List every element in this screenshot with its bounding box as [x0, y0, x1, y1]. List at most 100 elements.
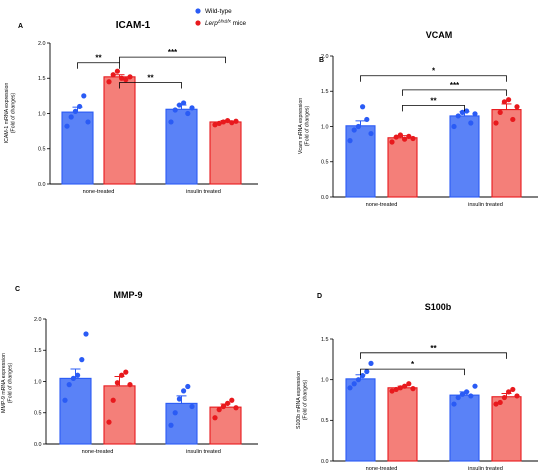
data-point	[172, 107, 178, 113]
significance-label: **	[430, 96, 437, 105]
panel-letter: D	[317, 293, 322, 300]
bar	[165, 402, 198, 445]
data-point	[468, 393, 474, 399]
bar	[345, 125, 376, 198]
data-point	[468, 120, 474, 126]
data-point	[406, 133, 412, 139]
data-point	[455, 394, 461, 401]
data-point	[459, 109, 465, 115]
data-point	[510, 386, 516, 393]
significance-label: *	[411, 360, 415, 369]
data-point	[185, 110, 191, 117]
data-point	[110, 397, 116, 403]
y-tick-label: 1.0	[321, 378, 329, 384]
y-tick-label: 0.0	[321, 459, 329, 465]
data-point	[464, 389, 470, 395]
data-point	[123, 369, 129, 375]
category-label: none-treated	[366, 466, 398, 472]
y-tick-label: 1.5	[321, 337, 329, 343]
category-label: none-treated	[82, 449, 114, 455]
data-point	[364, 368, 370, 375]
data-point	[83, 331, 89, 337]
data-point	[64, 123, 70, 129]
data-point	[355, 123, 361, 130]
y-tick-label: 0.0	[321, 195, 329, 201]
data-point	[189, 105, 195, 111]
category-label: none-treated	[83, 189, 115, 195]
data-point	[220, 119, 226, 125]
bar	[449, 115, 480, 198]
significance-bracket	[360, 352, 507, 359]
data-point	[168, 422, 174, 428]
data-point	[106, 419, 112, 425]
panel-d: D S100b S100b mRNA expression(Fold of chan…	[296, 293, 538, 472]
y-tick-label: 1.5	[321, 89, 329, 95]
data-point	[119, 372, 125, 378]
y-tick-label: 0.0	[38, 182, 46, 188]
data-point	[402, 383, 408, 389]
data-point	[172, 410, 178, 416]
data-point	[393, 134, 399, 140]
panel-letter: B	[319, 57, 324, 64]
data-point	[70, 375, 76, 381]
data-point	[347, 138, 353, 144]
data-point	[389, 139, 395, 145]
data-point	[497, 399, 503, 406]
data-point	[368, 360, 374, 366]
data-point	[406, 381, 412, 387]
panel-title: MMP-9	[114, 290, 143, 300]
bar	[491, 396, 522, 462]
bar	[103, 76, 136, 185]
data-point	[79, 357, 85, 363]
data-point	[220, 403, 226, 410]
panel-b: B VCAM Vcam mRNA expression(Fold of change…	[298, 30, 538, 208]
data-point	[233, 118, 239, 124]
data-point	[62, 397, 68, 403]
legend: Wild-type LerpΔfxΔfx mice	[195, 8, 247, 27]
bar	[387, 387, 418, 462]
data-point	[185, 383, 191, 390]
data-point	[493, 120, 499, 126]
data-point	[81, 93, 87, 99]
data-point	[410, 386, 416, 392]
data-point	[389, 388, 395, 394]
category-label: insulin treated	[468, 202, 503, 208]
significance-bracket	[360, 368, 465, 376]
bar	[387, 137, 418, 198]
panel-title: S100b	[425, 302, 452, 312]
data-point	[493, 401, 499, 407]
data-point	[402, 136, 408, 142]
bar	[209, 406, 242, 445]
bar	[209, 121, 242, 185]
data-point	[472, 383, 478, 389]
significance-bracket	[360, 75, 507, 82]
data-point	[360, 104, 366, 110]
y-tick-label: 1.0	[38, 111, 46, 117]
y-tick-label: 1.5	[38, 76, 46, 82]
panel-a: A ICAM-1 ICAM-1 mRNA expression(Fold of ch…	[4, 20, 258, 195]
data-point	[110, 72, 116, 78]
y-tick-label: 0.5	[321, 160, 329, 166]
data-point	[351, 127, 357, 133]
data-point	[123, 77, 129, 83]
data-point	[464, 108, 470, 114]
data-point	[168, 119, 174, 125]
category-label: insulin treated	[468, 466, 503, 472]
y-tick-label: 0.5	[321, 418, 329, 424]
significance-label: *	[432, 67, 436, 76]
data-point	[514, 104, 520, 110]
data-point	[351, 381, 357, 387]
data-point	[72, 108, 78, 114]
data-point	[347, 385, 353, 391]
panel-c: C MMP-9 MMP-9 mRNA expression(Fold of chan…	[1, 286, 258, 455]
y-tick-label: 1.0	[34, 379, 42, 385]
y-tick-label: 0.5	[38, 147, 46, 153]
bar	[103, 385, 136, 445]
significance-label: ***	[168, 48, 178, 57]
data-point	[501, 99, 507, 105]
data-point	[114, 380, 120, 386]
significance-label: **	[147, 73, 154, 82]
legend-marker	[195, 8, 201, 14]
data-point	[506, 97, 512, 103]
significance-bracket	[402, 89, 507, 96]
